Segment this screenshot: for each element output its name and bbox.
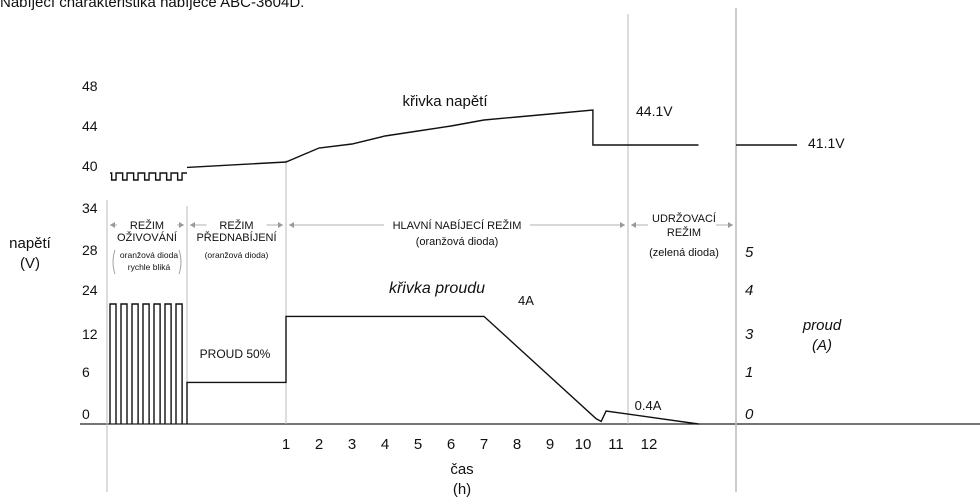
x-tick-label: 1 <box>282 436 290 453</box>
phase-name2: OŽIVOVÁNÍ <box>117 231 178 244</box>
voltage-series-label: křivka napětí <box>402 93 488 110</box>
x-tick-label: 4 <box>381 436 389 453</box>
x-tick-label: 10 <box>575 436 592 453</box>
y-right-tick-label: 0 <box>745 406 754 423</box>
voltage-end-label: 41.1V <box>808 135 845 151</box>
phase-bracket <box>178 249 182 275</box>
x-tick-label: 12 <box>641 436 658 453</box>
x-tick-label: 5 <box>414 436 422 453</box>
phase-desc: (zelená dioda) <box>649 247 719 259</box>
phase-arrowhead-right <box>620 222 625 228</box>
phase-name: REŽIM <box>130 219 164 232</box>
phase-arrowhead-left <box>289 222 294 228</box>
phase-name2: REŽIM <box>667 226 701 239</box>
x-axis-unit: (h) <box>453 481 471 498</box>
y-left-tick-label: 48 <box>82 78 98 94</box>
phase-arrowhead-right <box>179 222 184 228</box>
phase-bracket <box>112 249 116 275</box>
axis-labels: 1 2 3 4 5 6 7 8 9 10 11 12484440342824126054310napě… <box>9 78 842 498</box>
chart-title: Nabíjecí charakteristika nabíječe ABC-36… <box>0 0 305 11</box>
x-axis-label: čas <box>450 461 473 478</box>
phase-desc: rychle bliká <box>128 262 171 272</box>
phase-arrowhead-left <box>190 222 195 228</box>
phase-name2: PŘEDNABÍJENÍ <box>196 231 277 244</box>
x-tick-label: 11 <box>608 436 624 453</box>
x-tick-label: 7 <box>480 436 488 453</box>
phase-label-bg <box>648 217 716 231</box>
x-tick-label: 6 <box>447 436 455 453</box>
voltage-recovery-wave <box>110 172 187 181</box>
y-right-tick-label: 5 <box>745 244 754 261</box>
y-left-tick-label: 28 <box>82 242 98 258</box>
y-left-tick-label: 6 <box>82 364 90 380</box>
phase-desc: (oranžová dioda) <box>205 250 269 260</box>
phase-arrowhead-right <box>278 222 283 228</box>
phase-arrowhead-left <box>110 222 115 228</box>
current-low-label: PROUD 50% <box>200 347 271 361</box>
x-tick-label: 3 <box>348 436 356 453</box>
current-recovery-pulses <box>109 303 183 424</box>
phase-arrowhead-right <box>728 222 733 228</box>
phase-label-bg <box>206 217 267 231</box>
voltage-peak-label: 44.1V <box>636 103 673 119</box>
current-line <box>186 315 699 425</box>
y-right-tick-label: 1 <box>745 364 753 381</box>
x-tick-label: 9 <box>546 436 554 453</box>
phase-name: HLAVNÍ NABÍJECÍ REŽIM <box>393 219 522 232</box>
phase-desc: oranžová dioda <box>120 250 178 260</box>
x-tick-label: 8 <box>513 436 521 453</box>
phase-desc: (oranžová dioda) <box>416 236 499 248</box>
axes <box>80 8 980 492</box>
y-left-tick-label: 12 <box>82 326 98 342</box>
y-left-tick-label: 24 <box>82 282 98 298</box>
phase-label-bg <box>384 217 530 231</box>
y-left-unit: (V) <box>20 255 40 272</box>
y-left-tick-label: 40 <box>82 158 98 174</box>
y-right-tick-label: 4 <box>745 282 753 299</box>
current-04a-label: 0.4A <box>635 398 662 413</box>
y-right-label: proud <box>802 317 842 334</box>
series-lines: 41.1V 44.1V křivka napětí PROUD 50% 4A 0.4A kř… <box>109 93 845 425</box>
x-tick-label: 2 <box>315 436 323 453</box>
phase-label-bg <box>117 217 177 231</box>
current-4a-label: 4A <box>518 293 534 308</box>
current-series-label: křivka proudu <box>389 280 485 297</box>
voltage-line <box>186 109 699 169</box>
phase-arrowhead-left <box>631 222 636 228</box>
y-left-tick-label: 44 <box>82 118 98 134</box>
y-right-tick-label: 3 <box>745 326 754 343</box>
phase-name: REŽIM <box>219 219 253 232</box>
y-left-tick-label: 34 <box>82 200 98 216</box>
y-left-label: napětí <box>9 235 52 252</box>
y-right-unit: (A) <box>812 337 832 354</box>
y-left-tick-label: 0 <box>82 406 90 422</box>
phase-name: UDRŽOVACÍ <box>652 212 717 225</box>
